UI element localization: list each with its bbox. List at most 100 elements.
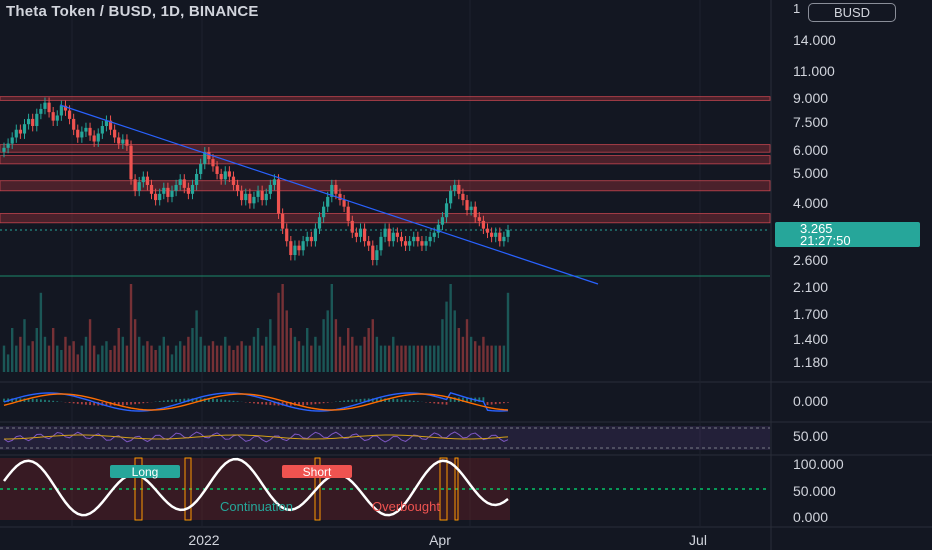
- candle-body: [154, 193, 158, 201]
- macd-histogram-bar: [261, 402, 264, 405]
- symbol-title[interactable]: Theta Token / BUSD, 1D, BINANCE: [6, 3, 259, 20]
- overbought-label: Overbought: [372, 499, 440, 514]
- candle-body: [395, 232, 399, 237]
- candle-body: [371, 245, 375, 260]
- volume-bar: [80, 345, 84, 372]
- volume-bar: [19, 336, 22, 372]
- volume-bar: [240, 341, 243, 372]
- macd-histogram-bar: [248, 402, 251, 403]
- candle-body: [317, 217, 322, 229]
- macd-histogram-bar: [343, 400, 345, 402]
- volume-bar: [129, 284, 133, 372]
- candle-body: [248, 193, 252, 204]
- volume-bar: [109, 350, 112, 372]
- volume-bar: [154, 350, 157, 372]
- candle-body: [313, 228, 318, 242]
- volume-bar: [2, 345, 6, 372]
- volume-bar: [383, 345, 387, 372]
- time-tick-label: Jul: [689, 532, 707, 548]
- candle-body: [342, 200, 346, 207]
- macd-histogram-bar: [142, 402, 145, 404]
- volume-bar: [51, 328, 55, 372]
- candle-body: [461, 193, 465, 201]
- price-tick-label: 1.700: [793, 306, 828, 322]
- volume-bar: [207, 345, 211, 372]
- volume-bar: [64, 336, 67, 372]
- signal-line: [3, 393, 509, 411]
- candle-body: [100, 126, 104, 134]
- candle-body: [469, 206, 473, 211]
- macd-histogram-bar: [314, 402, 317, 405]
- macd-histogram-bar: [470, 397, 473, 402]
- macd-histogram-bar: [134, 402, 137, 405]
- volume-bar: [424, 345, 428, 372]
- macd-histogram-bar: [437, 402, 440, 404]
- candle-body: [170, 190, 174, 197]
- candle-body: [137, 182, 141, 191]
- macd-histogram-bar: [339, 401, 341, 402]
- candle-body: [215, 166, 219, 174]
- volume-bar: [76, 354, 79, 372]
- macd-histogram-bar: [453, 397, 456, 402]
- volume-bar: [342, 345, 346, 372]
- candle-body: [145, 176, 150, 185]
- candle-body: [199, 163, 203, 174]
- macd-histogram-bar: [388, 398, 391, 402]
- macd-histogram-bar: [105, 402, 108, 406]
- volume-bar: [215, 345, 219, 372]
- volume-bar: [203, 345, 206, 372]
- volume-bar: [23, 319, 26, 372]
- macd-histogram-bar: [486, 402, 489, 405]
- last-price-tag: 3.265 21:27:50: [775, 221, 920, 248]
- candle-body: [403, 241, 408, 246]
- macd-histogram-bar: [130, 402, 132, 405]
- volume-bar: [39, 292, 43, 372]
- volume-bar: [252, 336, 256, 372]
- macd-histogram-bar: [429, 402, 432, 403]
- volume-bar: [465, 319, 469, 372]
- candle-body: [244, 193, 248, 201]
- volume-bar: [461, 336, 465, 372]
- candle-body: [453, 184, 457, 191]
- candle-body: [231, 176, 236, 185]
- candle-body: [301, 241, 305, 251]
- macd-histogram-bar: [117, 402, 120, 406]
- volume-bar: [199, 336, 202, 372]
- macd-histogram-bar: [158, 401, 161, 402]
- candle-body: [457, 184, 461, 194]
- candle-body: [162, 187, 166, 194]
- candle-body: [338, 193, 342, 201]
- volume-bar: [60, 350, 63, 372]
- macd-histogram-bar: [126, 402, 128, 405]
- macd-histogram-bar: [355, 399, 358, 402]
- candle-body: [362, 228, 367, 242]
- macd-histogram-bar: [257, 402, 259, 404]
- candle-body: [190, 184, 195, 194]
- oscillator-line: [3, 457, 509, 517]
- macd-histogram-bar: [441, 402, 444, 405]
- volume-bar: [371, 319, 374, 372]
- volume-bar: [375, 336, 379, 372]
- volume-bar: [219, 345, 223, 372]
- volume-bar: [306, 328, 309, 372]
- candle-body: [252, 196, 256, 204]
- volume-bar: [363, 336, 366, 372]
- volume-bar: [314, 336, 317, 372]
- short-label: Short: [282, 465, 352, 479]
- candle-body: [219, 173, 223, 180]
- volume-bar: [31, 341, 34, 372]
- candle-body: [506, 230, 510, 237]
- volume-bar: [244, 345, 247, 372]
- macd-histogram-bar: [326, 402, 329, 403]
- candle-body: [305, 236, 309, 242]
- macd-histogram-bar: [347, 400, 350, 402]
- candle-body: [92, 135, 96, 142]
- candle-body: [354, 232, 358, 237]
- currency-badge[interactable]: BUSD: [808, 3, 896, 22]
- volume-bar: [191, 328, 194, 372]
- macd-histogram-bar: [302, 402, 305, 406]
- macd-histogram-bar: [269, 402, 272, 406]
- macd-histogram-bar: [93, 402, 96, 406]
